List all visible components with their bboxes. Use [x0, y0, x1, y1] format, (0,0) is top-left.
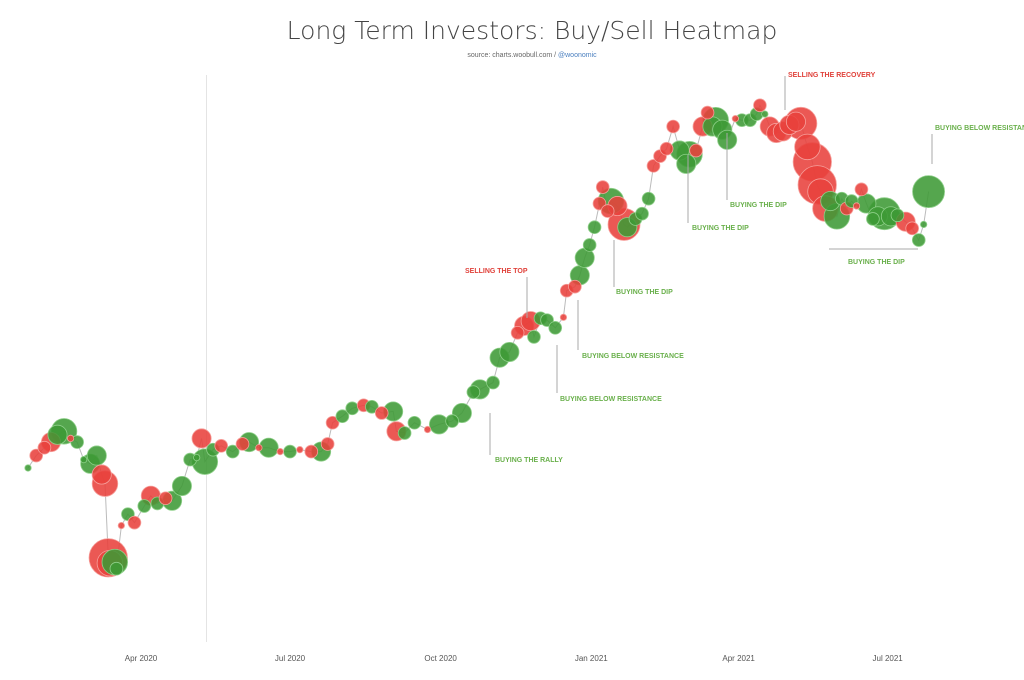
sell-bubble — [91, 464, 112, 485]
sell-bubble — [905, 221, 919, 236]
sell-bubble — [595, 180, 610, 194]
buy-bubble — [890, 208, 905, 223]
sell-bubble — [235, 437, 250, 451]
sell-bubble — [568, 279, 582, 294]
buy-bubble — [676, 153, 697, 174]
sell-bubble — [158, 491, 173, 506]
buy-bubble — [283, 444, 297, 459]
chart-title: Long Term Investors: Buy/Sell Heatmap — [286, 16, 778, 45]
buy-bubble — [397, 426, 412, 440]
buy-bubble — [466, 385, 481, 399]
sell-bubble — [559, 313, 568, 321]
sell-bubble — [374, 406, 389, 420]
buy-bubble — [641, 191, 656, 206]
sell-bubble — [29, 448, 44, 463]
sell-bubble — [127, 515, 142, 530]
buy-bubble — [582, 238, 597, 252]
sell-bubble — [320, 437, 335, 451]
buy-bubble — [445, 414, 459, 428]
sell-bubble — [753, 98, 767, 113]
x-tick-label: Jul 2020 — [275, 654, 306, 663]
sell-bubble — [689, 143, 703, 158]
sell-bubble — [700, 105, 715, 120]
annotation-label: BUYING BELOW RESISTANCE — [582, 353, 684, 360]
buy-bubble — [335, 409, 350, 423]
sell-bubble — [600, 204, 615, 218]
buy-bubble — [761, 110, 769, 118]
buy-bubble — [225, 444, 240, 459]
annotation-label: BUYING BELOW RESISTANCE — [935, 125, 1024, 132]
sell-bubble — [117, 521, 125, 530]
buy-bubble — [527, 330, 541, 344]
buy-bubble — [407, 415, 422, 430]
buy-bubble — [365, 400, 379, 414]
sell-bubble — [854, 182, 869, 197]
sell-bubble — [325, 415, 340, 430]
sell-bubble — [852, 202, 861, 210]
sell-bubble — [646, 159, 661, 173]
buy-bubble — [920, 220, 928, 229]
sell-bubble — [659, 141, 674, 156]
source-text: source: charts.woobull.com / — [467, 52, 557, 59]
annotation-label: BUYING THE DIP — [848, 259, 905, 266]
sell-bubble — [510, 326, 525, 340]
sell-bubble — [66, 434, 75, 443]
buy-bubble — [193, 453, 201, 462]
annotation-label: SELLING THE TOP — [465, 268, 528, 275]
buy-bubble — [866, 212, 880, 226]
sell-bubble — [423, 425, 432, 434]
sell-bubble — [214, 439, 229, 453]
buy-bubble — [548, 321, 563, 335]
sell-bubble — [296, 446, 304, 454]
annotation-label: SELLING THE RECOVERY — [788, 72, 876, 79]
sell-bubble — [785, 111, 806, 132]
buy-bubble — [24, 464, 32, 472]
buy-bubble — [345, 401, 360, 416]
sell-bubble — [276, 448, 284, 456]
x-tick-label: Apr 2021 — [722, 654, 755, 663]
annotation-label: BUYING THE DIP — [692, 225, 749, 232]
sell-bubble — [37, 440, 52, 455]
sell-bubble — [731, 115, 739, 123]
buy-bubble — [486, 375, 500, 390]
source-handle-link[interactable]: @woonomic — [558, 52, 597, 59]
buy-bubble — [911, 233, 926, 247]
buy-bubble — [499, 341, 520, 362]
annotation-label: BUYING THE DIP — [616, 289, 673, 296]
buy-bubble — [86, 445, 107, 466]
sell-bubble — [191, 428, 212, 449]
buy-bubble — [171, 475, 192, 496]
sell-bubble — [304, 444, 319, 459]
buy-bubble — [428, 414, 449, 435]
buy-bubble — [137, 499, 152, 513]
x-tick-label: Jan 2021 — [575, 654, 608, 663]
x-tick-label: Apr 2020 — [125, 654, 158, 663]
sell-bubble — [794, 133, 821, 161]
buy-bubble — [109, 561, 124, 576]
buy-bubble — [635, 206, 649, 221]
sell-bubble — [666, 119, 680, 134]
buy-bubble — [912, 175, 945, 209]
buy-bubble — [587, 220, 602, 235]
annotation-label: BUYING THE RALLY — [495, 457, 563, 464]
buy-bubble — [47, 424, 68, 445]
x-tick-label: Oct 2020 — [424, 654, 457, 663]
x-tick-label: Jul 2021 — [873, 654, 904, 663]
annotation-label: BUYING THE DIP — [730, 202, 787, 209]
sell-bubble — [255, 444, 263, 452]
chart-source: source: charts.woobull.com / @woonomic — [0, 52, 1024, 59]
annotation-label: BUYING BELOW RESISTANCE — [560, 396, 662, 403]
buy-bubble — [80, 456, 88, 464]
